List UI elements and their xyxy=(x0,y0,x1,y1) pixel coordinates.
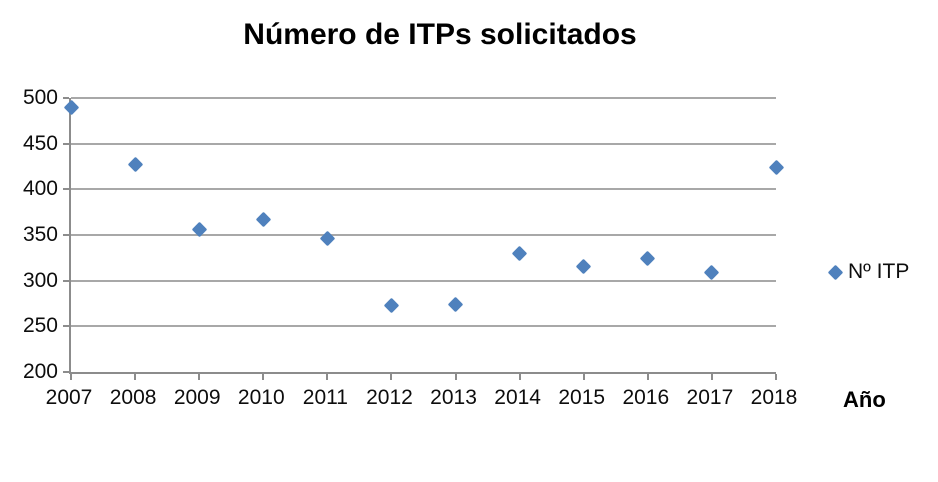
x-tick-label-2010: 2010 xyxy=(237,386,285,409)
y-tick-300 xyxy=(63,279,69,282)
legend-series-label: Nº ITP xyxy=(848,260,910,283)
x-tick-label-2018: 2018 xyxy=(750,386,798,409)
x-tick-label-2007: 2007 xyxy=(45,386,93,409)
x-tick-label-2016: 2016 xyxy=(622,386,670,409)
x-tick-2013 xyxy=(454,374,457,380)
gridline-y-250 xyxy=(71,325,776,328)
y-tick-250 xyxy=(63,325,69,328)
x-tick-2015 xyxy=(582,374,585,380)
y-tick-label-350: 350 xyxy=(22,223,58,246)
x-tick-2018 xyxy=(775,374,777,380)
data-point-2007 xyxy=(63,99,79,115)
x-tick-2011 xyxy=(326,374,329,380)
x-tick-2007 xyxy=(70,374,72,380)
x-tick-2010 xyxy=(262,374,265,380)
chart-title: Número de ITPs solicitados xyxy=(243,18,637,51)
x-tick-2017 xyxy=(710,374,713,380)
legend: Nº ITP xyxy=(827,260,910,284)
x-tick-label-2017: 2017 xyxy=(686,386,734,409)
x-tick-2012 xyxy=(390,374,393,380)
data-point-2010 xyxy=(255,211,272,228)
x-tick-2014 xyxy=(518,374,521,380)
x-tick-2009 xyxy=(198,374,201,380)
y-tick-450 xyxy=(63,142,69,145)
gridline-y-400 xyxy=(71,188,776,191)
y-tick-label-450: 450 xyxy=(22,131,58,155)
x-axis-title: Año xyxy=(843,387,886,412)
y-tick-350 xyxy=(63,234,69,236)
x-tick-label-2008: 2008 xyxy=(109,386,157,409)
x-tick-2008 xyxy=(134,374,137,380)
gridline-y-500 xyxy=(71,97,776,99)
x-tick-label-2011: 2011 xyxy=(302,386,348,409)
gridline-y-450 xyxy=(71,142,776,145)
y-tick-200 xyxy=(63,371,69,373)
data-point-2016 xyxy=(640,250,656,267)
data-point-2008 xyxy=(127,156,143,173)
x-tick-label-2014: 2014 xyxy=(494,386,541,409)
legend-diamond-marker-icon xyxy=(827,264,844,280)
y-tick-label-400: 400 xyxy=(22,177,58,201)
y-tick-400 xyxy=(63,188,69,191)
data-point-2013 xyxy=(447,296,464,313)
data-point-2018 xyxy=(768,159,784,176)
x-tick-2016 xyxy=(646,374,649,380)
gridline-y-300 xyxy=(71,279,776,282)
gridline-y-350 xyxy=(71,234,776,236)
x-tick-label-2012: 2012 xyxy=(366,386,413,409)
x-tick-label-2009: 2009 xyxy=(173,386,221,409)
y-tick-label-500: 500 xyxy=(22,86,58,109)
data-point-2015 xyxy=(575,259,592,275)
data-point-2017 xyxy=(704,264,720,281)
x-tick-label-2015: 2015 xyxy=(558,386,606,409)
x-tick-label-2013: 2013 xyxy=(430,386,477,409)
data-point-2012 xyxy=(383,297,400,314)
y-tick-label-300: 300 xyxy=(22,268,58,292)
y-tick-500 xyxy=(63,97,69,99)
y-tick-label-200: 200 xyxy=(22,360,58,383)
y-tick-label-250: 250 xyxy=(22,314,58,338)
data-point-2014 xyxy=(511,245,528,262)
plot-area xyxy=(63,97,784,380)
